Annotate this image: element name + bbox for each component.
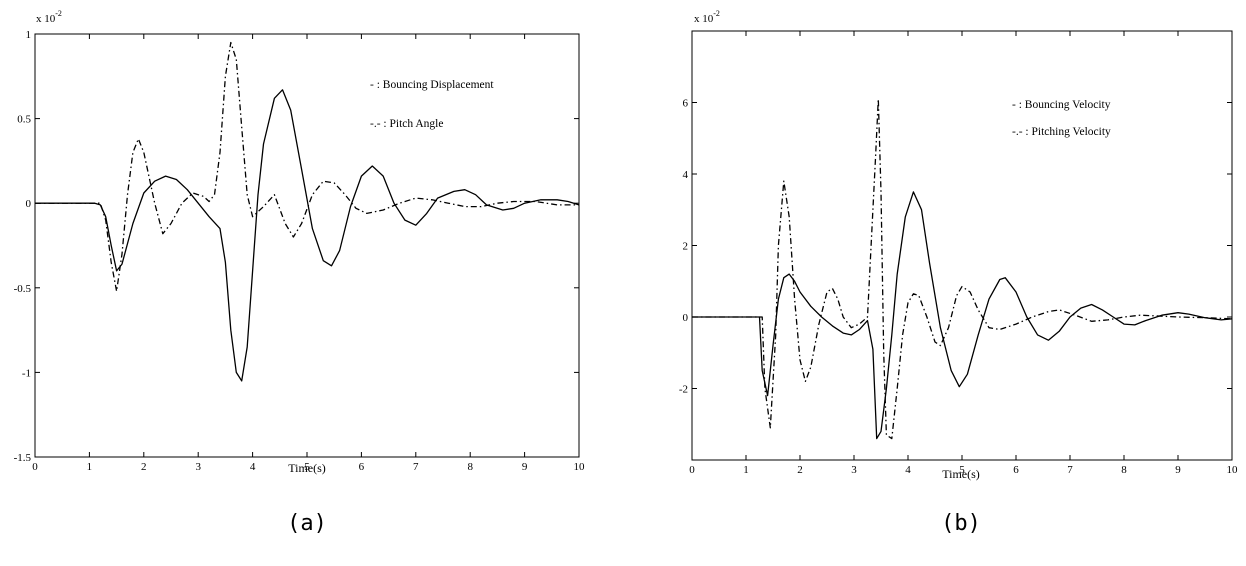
x-tick-label: 10: [1227, 464, 1239, 476]
x-tick-label: 6: [1013, 464, 1019, 476]
x-tick-label: 0: [689, 464, 695, 476]
x-tick-label: 3: [195, 461, 201, 473]
x-tick-label: 2: [141, 461, 147, 473]
x-tick-label: 9: [1175, 464, 1181, 476]
plot-frame-a: [34, 33, 580, 458]
x-tick-label: 7: [413, 461, 419, 473]
caption-a: (a): [287, 511, 327, 536]
y-tick-label: -1: [22, 367, 31, 379]
x-tick-label: 1: [743, 464, 749, 476]
y-tick-label: -1.5: [14, 452, 32, 464]
x-tick-label: 5: [959, 464, 965, 476]
y-tick-label: 4: [683, 169, 689, 181]
y-tick-label: 0.5: [17, 114, 31, 126]
y-tick-label: -2: [679, 384, 688, 396]
chart-a: x 10-2 0 1 2 3 4 5 6 7 8 9 10 -1.5 -1 -0.5 0 0.5 1 - : …: [14, 9, 585, 536]
legend-entry-bouncing-velocity: - : Bouncing Velocity: [1012, 99, 1111, 111]
y-ticks-b: -2 0 2 4 6: [679, 98, 1232, 396]
legend-entry-pitching-velocity: -.- : Pitching Velocity: [1012, 126, 1111, 138]
y-tick-label: 1: [26, 29, 32, 41]
x-axis-label-b: Time(s): [942, 467, 980, 481]
legend-b: - : Bouncing Velocity -.- : Pitching Vel…: [1012, 99, 1111, 138]
x-tick-label: 1: [87, 461, 93, 473]
plot-frame-b: [691, 30, 1233, 461]
legend-entry-bouncing-displacement: - : Bouncing Displacement: [370, 79, 494, 91]
x-axis-label-a: Time(s): [288, 461, 326, 475]
legend-entry-pitch-angle: -.- : Pitch Angle: [370, 118, 443, 130]
x-tick-label: 2: [797, 464, 803, 476]
x-tick-label: 4: [905, 464, 911, 476]
x-tick-label: 0: [32, 461, 38, 473]
y-tick-label: 0: [26, 198, 32, 210]
x-tick-label: 8: [467, 461, 473, 473]
y-tick-label: 6: [683, 98, 689, 110]
y-tick-label: 0: [683, 312, 689, 324]
x-tick-label: 10: [574, 461, 586, 473]
x-ticks-b: 0 1 2 3 4 5 6 7 8 9 10: [689, 31, 1238, 476]
series-line-a-1: [35, 89, 580, 382]
x-tick-label: 5: [304, 461, 310, 473]
y-multiplier-b: x 10-2: [694, 9, 720, 25]
y-tick-label: -0.5: [14, 283, 32, 295]
y-ticks-a: -1.5 -1 -0.5 0 0.5 1: [14, 29, 579, 464]
series-line-b-1: [692, 191, 1233, 440]
x-tick-label: 7: [1067, 464, 1073, 476]
x-tick-label: 3: [851, 464, 857, 476]
x-tick-label: 9: [522, 461, 528, 473]
x-tick-label: 8: [1121, 464, 1127, 476]
y-tick-label: 2: [683, 241, 689, 253]
y-multiplier-a: x 10-2: [36, 9, 62, 25]
caption-b: (b): [941, 511, 981, 536]
series-group-a: [35, 41, 580, 382]
x-tick-label: 4: [250, 461, 256, 473]
x-tick-label: 6: [359, 461, 365, 473]
x-ticks-a: 0 1 2 3 4 5 6 7 8 9 10: [32, 34, 585, 473]
chart-b: x 10-2 0 1 2 3 4 5 6 7 8 9 10 -2 0 2 4 6 - : Bouncing …: [679, 9, 1238, 536]
series-line-a-2: [35, 41, 579, 292]
series-group-b: [692, 98, 1233, 440]
series-line-b-2: [692, 98, 1233, 440]
legend-a: - : Bouncing Displacement -.- : Pitch An…: [370, 79, 494, 130]
